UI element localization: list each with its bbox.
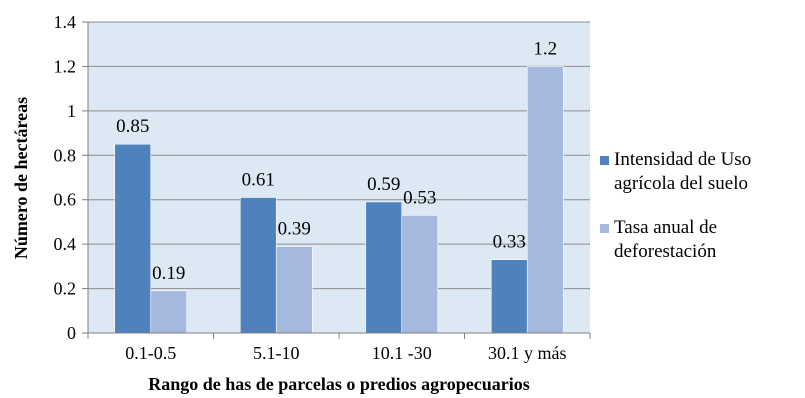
y-tick-label: 1.4 — [54, 12, 77, 32]
legend-swatch — [600, 156, 609, 165]
x-tick-label: 30.1 y más — [488, 343, 567, 363]
y-axis-ticks: 0 0.2 0.4 0.6 0.8 1 1.2 1.4 — [54, 12, 88, 343]
gridlines — [88, 21, 590, 290]
x-axis-title: Rango de has de parcelas o predios agrop… — [148, 374, 530, 394]
y-tick-label: 0.6 — [54, 190, 77, 210]
data-label: 0.85 — [116, 116, 149, 137]
bar — [526, 66, 564, 334]
legend-label: agrícola del suelo — [614, 173, 748, 194]
legend-label: Tasa anual de — [614, 217, 717, 238]
legend-label: Intensidad de Uso — [614, 149, 751, 170]
bar — [239, 197, 277, 334]
bar — [401, 214, 439, 334]
bar — [365, 201, 403, 334]
data-label: 0.39 — [278, 218, 311, 239]
x-axis-ticks: 0.1-0.5 5.1-10 10.1 -30 30.1 y más — [87, 333, 591, 363]
y-tick-label: 0.4 — [54, 234, 77, 254]
bar — [490, 259, 528, 334]
data-label: 0.33 — [493, 232, 526, 253]
x-tick-label: 10.1 -30 — [372, 343, 432, 363]
data-label: 0.59 — [367, 174, 400, 195]
x-tick-label: 5.1-10 — [253, 343, 300, 363]
bar — [114, 143, 152, 334]
y-tick-label: 1.2 — [54, 56, 77, 76]
y-tick-label: 0 — [67, 323, 76, 343]
y-tick-label: 0.8 — [54, 145, 77, 165]
bars — [114, 66, 564, 334]
bar — [275, 246, 313, 334]
legend-swatch — [600, 224, 609, 233]
legend: Intensidad de Uso agrícola del suelo Tasa … — [600, 149, 751, 262]
data-labels: 0.85 0.19 0.61 0.39 0.590.53 0.33 1.2 — [116, 38, 557, 283]
y-tick-label: 0.2 — [54, 279, 77, 299]
data-label: 1.2 — [533, 38, 557, 59]
legend-label: deforestación — [614, 241, 717, 262]
data-label: 0.61 — [242, 169, 275, 190]
x-tick-label: 0.1-0.5 — [125, 343, 176, 363]
data-label: 0.53 — [403, 187, 436, 208]
data-label: 0.19 — [152, 263, 185, 284]
bar — [150, 290, 188, 334]
y-axis-title: Número de hectáreas — [11, 97, 31, 259]
y-tick-label: 1 — [67, 101, 76, 121]
